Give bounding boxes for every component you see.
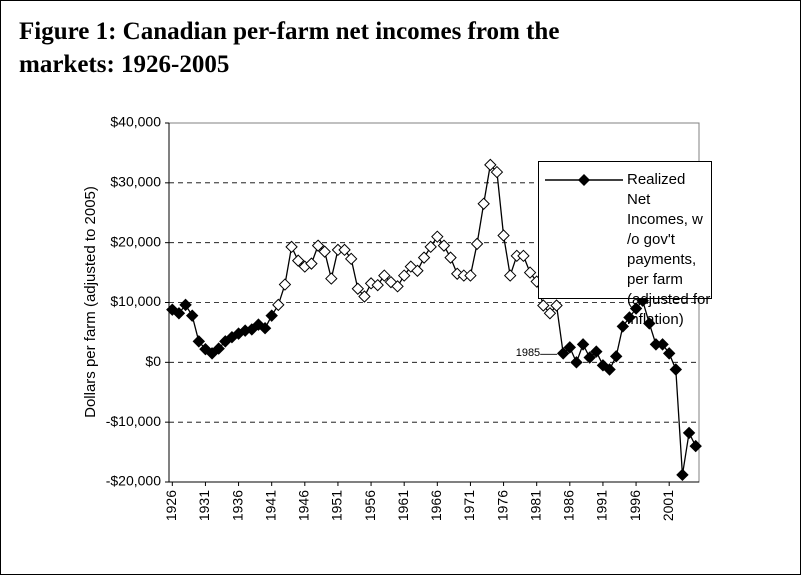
marker (285, 240, 298, 254)
x-tick-label: 1996 (627, 490, 643, 521)
marker (477, 197, 490, 210)
marker (411, 264, 424, 277)
marker (384, 275, 398, 289)
x-tick-label: 1946 (296, 490, 312, 521)
marker (338, 243, 351, 257)
marker (603, 363, 616, 376)
marker (596, 359, 610, 372)
marker (166, 303, 179, 316)
marker (556, 347, 570, 360)
marker (431, 230, 444, 243)
marker (470, 237, 484, 251)
marker (464, 269, 477, 282)
y-axis-label: Dollars per farm (adjusted to 2005) (82, 186, 99, 418)
legend-marker (578, 174, 590, 186)
marker (252, 318, 265, 331)
marker (364, 277, 378, 290)
x-tick-label: 1991 (594, 490, 610, 521)
x-tick-label: 1951 (329, 490, 345, 521)
marker (179, 298, 192, 312)
chart-title: Figure 1: Canadian per-farm net incomes … (19, 18, 560, 78)
marker (311, 239, 325, 252)
marker (185, 309, 199, 322)
legend: Realized Net Incomes, w /o gov't payment… (538, 161, 712, 328)
legend-key (545, 174, 623, 186)
annotation: 1985 (516, 347, 540, 359)
x-tick-label: 1986 (561, 490, 577, 521)
marker (623, 311, 636, 324)
marker (371, 278, 384, 292)
marker (490, 165, 504, 179)
marker (682, 426, 696, 440)
marker (344, 252, 358, 266)
y-tick-label: $10,000 (110, 293, 161, 309)
legend-label: Realized Net Incomes, w /o gov't payment… (627, 171, 711, 328)
marker (662, 347, 676, 360)
marker (417, 251, 431, 264)
marker (450, 267, 464, 280)
marker (291, 254, 305, 267)
marker (563, 341, 577, 354)
marker (523, 266, 537, 279)
y-tick-label: $20,000 (110, 233, 161, 249)
marker (537, 299, 550, 312)
marker (689, 439, 702, 453)
marker (391, 280, 404, 293)
x-tick-label: 1956 (362, 490, 378, 521)
x-tick-label: 1926 (163, 490, 179, 521)
marker (643, 317, 656, 330)
y-tick-label: -$20,000 (106, 473, 161, 489)
marker (576, 338, 590, 351)
marker (616, 320, 630, 333)
x-tick-label: 1971 (461, 490, 477, 521)
marker (212, 342, 225, 355)
x-tick-label: 1936 (229, 490, 245, 521)
x-tick-label: 1941 (262, 490, 278, 521)
marker (192, 335, 206, 348)
x-tick-label: 1966 (428, 490, 444, 521)
x-tick-label: 2001 (660, 490, 676, 521)
marker (305, 257, 318, 270)
marker (517, 249, 530, 263)
marker (397, 269, 411, 282)
x-tick-label: 1976 (494, 490, 510, 521)
marker (318, 245, 331, 258)
marker (550, 299, 563, 312)
marker (272, 298, 285, 312)
marker (609, 350, 623, 363)
marker (378, 269, 391, 282)
marker (484, 158, 497, 172)
marker (351, 282, 365, 295)
y-tick-label: $0 (145, 353, 161, 369)
marker (424, 240, 437, 254)
marker (199, 342, 212, 356)
x-tick-label: 1981 (527, 490, 543, 521)
marker (444, 251, 457, 264)
marker (172, 307, 186, 320)
marker (590, 345, 603, 358)
marker (437, 239, 451, 252)
marker (497, 229, 510, 242)
y-tick-label: $40,000 (110, 114, 161, 130)
marker (669, 363, 683, 376)
marker (656, 338, 669, 351)
marker (543, 307, 557, 320)
x-tick-label: 1961 (395, 490, 411, 521)
marker (629, 302, 643, 315)
y-tick-label: $30,000 (110, 174, 161, 190)
marker (503, 269, 517, 282)
marker (404, 260, 418, 273)
y-tick-label: -$10,000 (106, 413, 161, 429)
marker (583, 351, 596, 364)
marker (278, 278, 292, 291)
marker (325, 272, 338, 285)
marker (570, 356, 583, 369)
marker (358, 290, 371, 303)
marker (258, 322, 272, 335)
marker (676, 468, 689, 482)
marker (265, 309, 278, 322)
x-tick-label: 1931 (196, 490, 212, 521)
